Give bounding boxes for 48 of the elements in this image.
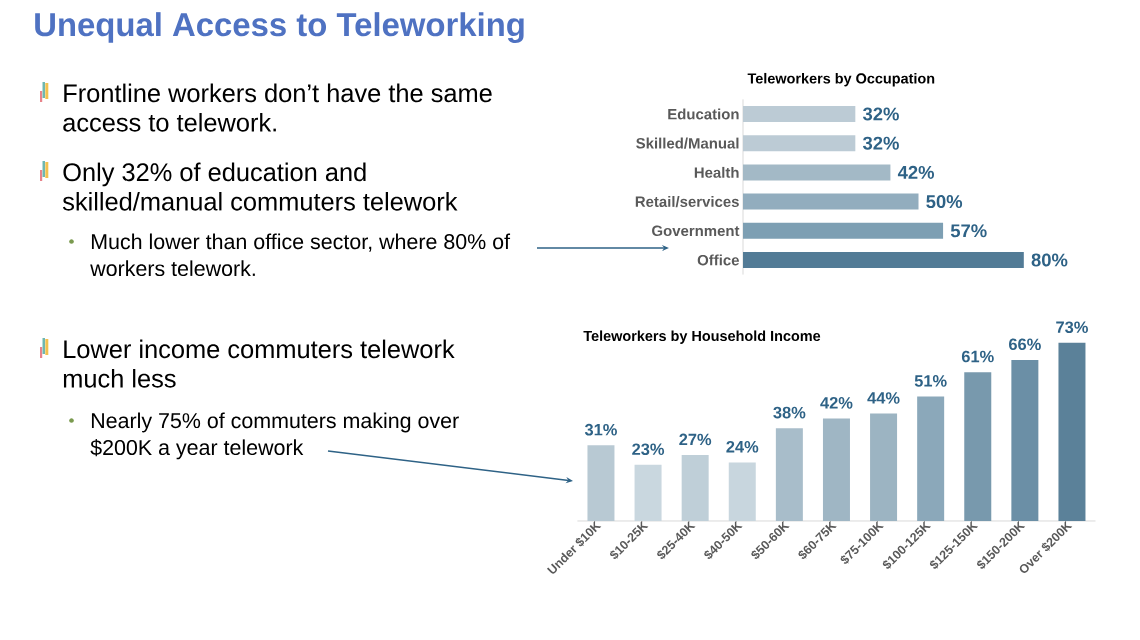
data-label: 80%: [1031, 253, 1068, 267]
text: Lower income commuters telework much less: [63, 339, 455, 388]
text: Frontline workers don’t have the same access to telework.: [63, 83, 492, 132]
bar: [822, 418, 850, 521]
text: Only 32% of education and skilled/manual commuters telework: [62, 162, 458, 211]
data-label: 42%: [820, 397, 853, 409]
y-tick-label: Government: [652, 225, 740, 237]
bar: [870, 413, 898, 521]
bar: [1058, 342, 1086, 521]
bar: [743, 251, 1024, 268]
data-label: 32%: [862, 136, 899, 150]
data-label: 42%: [897, 165, 935, 179]
data-label: 57%: [950, 224, 987, 238]
data-label: 32%: [862, 107, 899, 121]
y-tick-label: Office: [697, 254, 739, 266]
bar: [743, 135, 856, 152]
y-tick-label: Retail/services: [635, 196, 739, 208]
bar: [681, 455, 709, 521]
bar: [743, 193, 919, 210]
bar: [917, 396, 945, 521]
data-label: 50%: [926, 195, 963, 209]
data-label: 38%: [773, 406, 806, 419]
data-label: 66%: [1009, 338, 1041, 351]
data-label: 51%: [914, 375, 947, 387]
bar: [634, 464, 662, 521]
bar: [964, 372, 992, 521]
data-label: 27%: [679, 433, 712, 446]
data-label: 23%: [632, 443, 665, 456]
data-label: 73%: [1056, 321, 1088, 334]
chart-title: Teleworkers by Household Income: [583, 330, 821, 344]
bar: [1011, 359, 1039, 521]
bar: [743, 222, 944, 239]
bar: [743, 105, 856, 122]
data-label: 31%: [584, 423, 617, 436]
text: Unequal Access to Teleworking: [35, 12, 524, 43]
chart-title: Teleworkers by Occupation: [747, 72, 935, 87]
bar: [728, 462, 756, 521]
data-label: 24%: [726, 440, 759, 453]
bar: [775, 428, 803, 521]
y-tick-label: Skilled/Manual: [636, 137, 739, 149]
text: Nearly 75% of commuters making over $200K a year telework: [90, 412, 459, 460]
bar: [587, 445, 615, 521]
y-tick-label: Education: [668, 108, 739, 120]
bar: [743, 164, 891, 181]
data-label: 44%: [867, 392, 900, 404]
y-tick-label: Health: [694, 166, 739, 178]
data-label: 61%: [961, 350, 994, 363]
text: Much lower than office sector, where 80% of workers telework.: [90, 233, 511, 277]
